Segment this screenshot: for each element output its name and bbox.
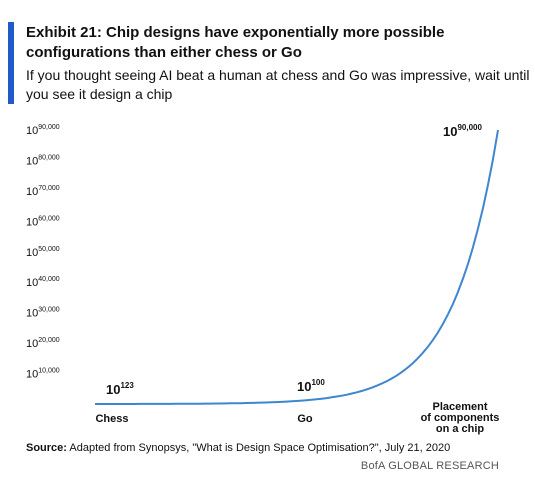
x-label-go: Go [297,413,313,425]
data-label-go: 10100 [297,378,325,394]
chart-line-series [95,129,499,405]
y-tick-label: 1060,000 [26,215,60,228]
accent-bar [8,22,14,104]
y-tick-label: 1090,000 [26,124,60,137]
y-axis-ticks: 1010,000 1020,000 1030,000 1040,000 1050,000… [26,124,60,381]
y-tick-label: 1080,000 [26,154,60,167]
y-tick-label: 1070,000 [26,185,60,198]
y-tick-label: 1040,000 [26,276,60,289]
x-axis-labels: Chess Go Placement of components on a chip [95,401,499,435]
data-labels: 10123 10100 1090,000 [106,123,482,397]
chart-title: Exhibit 21: Chip designs have exponentia… [26,24,445,61]
y-tick-label: 1020,000 [26,337,60,350]
y-tick-label: 1010,000 [26,368,60,381]
x-label-chip: Placement of components on a chip [421,401,500,435]
source-text: Adapted from Synopsys, "What is Design S… [69,442,451,454]
source-label: Source: [26,442,67,454]
credit-text: BofA GLOBAL RESEARCH [360,460,499,472]
y-tick-label: 1030,000 [26,307,60,320]
chart-subtitle: If you thought seeing AI beat a human at… [26,67,530,102]
source-note: Source: Adapted from Synopsys, "What is … [26,442,450,454]
data-label-chip: 1090,000 [443,123,482,139]
y-tick-label: 1050,000 [26,246,60,259]
data-label-chess: 10123 [106,381,134,397]
x-label-chess: Chess [95,413,128,425]
